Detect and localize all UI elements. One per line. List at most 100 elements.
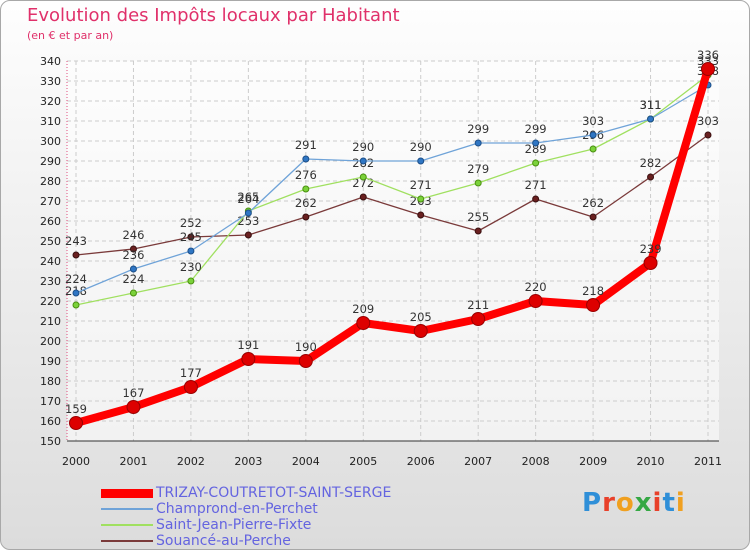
y-tick-label: 210 xyxy=(40,315,61,328)
data-point xyxy=(187,233,195,241)
legend-label: Souancé-au-Perche xyxy=(156,533,291,549)
legend-label: TRIZAY-COUTRETOT-SAINT-SERGE xyxy=(156,485,392,501)
data-point xyxy=(532,139,540,147)
data-point xyxy=(187,277,195,285)
x-tick-label: 2008 xyxy=(522,455,550,468)
data-point xyxy=(126,400,141,414)
data-point xyxy=(532,159,540,167)
data-point xyxy=(474,227,482,235)
data-label: 224 xyxy=(65,272,87,286)
plot-area xyxy=(67,61,719,441)
x-tick-label: 2009 xyxy=(579,455,607,468)
y-tick-label: 160 xyxy=(40,415,61,428)
data-label: 245 xyxy=(180,230,202,244)
data-label: 262 xyxy=(582,196,604,210)
y-tick-label: 230 xyxy=(40,275,61,288)
data-point xyxy=(298,354,313,368)
series-line-2 xyxy=(75,84,709,294)
data-point xyxy=(647,115,655,123)
data-label: 190 xyxy=(295,340,317,354)
data-label: 220 xyxy=(525,280,547,294)
series-line-4 xyxy=(75,134,709,256)
x-tick-label: 2007 xyxy=(464,455,492,468)
data-label: 230 xyxy=(180,260,202,274)
data-point xyxy=(413,324,428,338)
data-point xyxy=(586,298,601,312)
y-tick-label: 310 xyxy=(40,115,61,128)
data-label: 290 xyxy=(410,140,432,154)
data-label: 303 xyxy=(697,114,719,128)
data-point xyxy=(72,251,80,259)
y-tick-label: 170 xyxy=(40,395,61,408)
chart-subtitle: (en € et par an) xyxy=(27,29,114,42)
data-label: 299 xyxy=(467,122,489,136)
data-label: 336 xyxy=(697,48,719,62)
data-label: 291 xyxy=(295,138,317,152)
legend-label: Saint-Jean-Pierre-Fixte xyxy=(156,517,312,533)
legend-label: Champrond-en-Perchet xyxy=(156,501,318,517)
data-label: 255 xyxy=(467,210,489,224)
data-point xyxy=(129,245,137,253)
data-point xyxy=(244,231,252,239)
data-label: 311 xyxy=(640,98,662,112)
y-tick-label: 220 xyxy=(40,295,61,308)
data-label: 209 xyxy=(352,302,374,316)
series-line-1 xyxy=(72,65,712,427)
data-point xyxy=(302,155,310,163)
data-point xyxy=(647,173,655,181)
y-tick-label: 240 xyxy=(40,255,61,268)
data-label: 205 xyxy=(410,310,432,324)
data-point xyxy=(129,289,137,297)
data-label: 177 xyxy=(180,366,202,380)
x-tick-label: 2003 xyxy=(234,455,262,468)
data-label: 279 xyxy=(467,162,489,176)
x-tick-label: 2011 xyxy=(694,455,722,468)
data-point xyxy=(241,352,256,366)
chart-title: Evolution des Impôts locaux par Habitant xyxy=(27,5,400,26)
proxiti-logo: Proxiti xyxy=(582,488,686,518)
legend-swatch xyxy=(101,508,153,510)
data-point xyxy=(471,312,486,326)
data-point xyxy=(589,213,597,221)
data-label: 224 xyxy=(122,272,144,286)
data-label: 191 xyxy=(237,338,259,352)
data-point xyxy=(704,131,712,139)
data-label: 299 xyxy=(525,122,547,136)
x-tick-label: 2002 xyxy=(177,455,205,468)
y-tick-label: 290 xyxy=(40,155,61,168)
data-label: 236 xyxy=(122,248,144,262)
y-tick-label: 320 xyxy=(40,95,61,108)
x-tick-label: 2001 xyxy=(119,455,147,468)
x-tick-label: 2004 xyxy=(292,455,320,468)
data-point xyxy=(72,301,80,309)
data-point xyxy=(474,139,482,147)
data-label: 252 xyxy=(180,216,202,230)
data-label: 243 xyxy=(65,234,87,248)
y-tick-label: 180 xyxy=(40,375,61,388)
legend-swatch xyxy=(101,540,153,542)
data-point xyxy=(417,195,425,203)
data-point xyxy=(359,173,367,181)
x-tick-label: 2000 xyxy=(62,455,90,468)
y-tick-label: 260 xyxy=(40,215,61,228)
data-label: 282 xyxy=(640,156,662,170)
legend-swatch xyxy=(101,524,153,526)
data-point xyxy=(532,195,540,203)
data-point xyxy=(528,294,543,308)
data-point xyxy=(417,211,425,219)
data-label: 311 xyxy=(640,98,662,112)
x-tick-label: 2010 xyxy=(637,455,665,468)
data-point xyxy=(474,179,482,187)
data-point xyxy=(72,289,80,297)
data-label: 167 xyxy=(122,386,144,400)
y-tick-label: 330 xyxy=(40,75,61,88)
data-point xyxy=(187,247,195,255)
data-point xyxy=(302,213,310,221)
data-point xyxy=(417,157,425,165)
y-tick-label: 250 xyxy=(40,235,61,248)
data-label: 239 xyxy=(640,242,662,256)
data-point xyxy=(129,265,137,273)
data-point xyxy=(244,209,252,217)
